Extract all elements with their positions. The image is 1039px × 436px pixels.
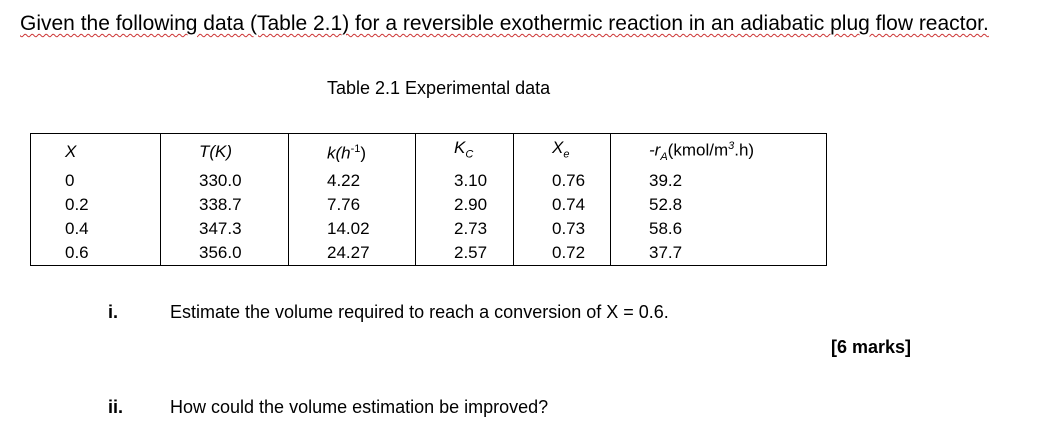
- marks: [6 marks]: [830, 337, 911, 357]
- header-cell: -rA(kmol/m3.h): [610, 133, 827, 170]
- header-cell: k(h-1): [288, 133, 416, 170]
- table-cell: 356.0: [160, 241, 289, 266]
- table-cell: 0.73: [513, 217, 611, 242]
- question-text: How could the volume estimation be impro…: [170, 397, 549, 417]
- header-text: T(K): [199, 141, 233, 161]
- header-cell: KC: [415, 133, 514, 170]
- table-cell: 347.3: [160, 217, 289, 242]
- table-cell: 2.57: [415, 241, 514, 266]
- table-cell: 0: [30, 169, 161, 194]
- table-cell: 3.10: [415, 169, 514, 194]
- data-table: X T(K) k(h-1) KC Xe -rA(kmol/m3.h) 0 330.0 4.22 3…: [30, 133, 827, 267]
- table-cell: 58.6: [610, 217, 827, 242]
- header-text: k(h: [327, 143, 351, 163]
- header-text: ): [360, 143, 367, 163]
- table-cell: 14.02: [288, 217, 416, 242]
- table-cell: 0.6: [30, 241, 161, 266]
- table-cell: 0.76: [513, 169, 611, 194]
- header-text: e: [563, 148, 570, 161]
- header-text: .h): [734, 140, 755, 160]
- header-text: -r: [649, 140, 661, 160]
- header-text: K: [454, 138, 466, 158]
- table-cell: 4.22: [288, 169, 416, 194]
- header-cell: T(K): [160, 133, 289, 170]
- question-number: ii.: [108, 397, 124, 417]
- table-row: 0 330.0 4.22 3.10 0.76 39.2: [30, 169, 827, 194]
- header-cell: Xe: [513, 133, 611, 170]
- header-text: -1: [350, 143, 361, 156]
- intro-text: Given the following data (Table 2.1) for…: [20, 12, 989, 35]
- table-cell: 37.7: [610, 241, 827, 266]
- table-cell: 7.76: [288, 193, 416, 218]
- header-text: A: [660, 151, 668, 164]
- header-row: X T(K) k(h-1) KC Xe -rA(kmol/m3.h): [30, 133, 827, 170]
- table-cell: 24.27: [288, 241, 416, 266]
- table-cell: 0.4: [30, 217, 161, 242]
- table-cell: 0.74: [513, 193, 611, 218]
- table-cell: 0.2: [30, 193, 161, 218]
- question-number: i.: [108, 302, 119, 322]
- table-row: 0.4 347.3 14.02 2.73 0.73 58.6: [30, 217, 827, 242]
- table-row: 0.2 338.7 7.76 2.90 0.74 52.8: [30, 193, 827, 218]
- table-cell: 0.72: [513, 241, 611, 266]
- header-text: C: [465, 148, 474, 161]
- header-text: 3: [728, 140, 735, 152]
- table-cell: 52.8: [610, 193, 827, 218]
- table-cell: 2.73: [415, 217, 514, 242]
- header-text: (kmol/m: [667, 140, 729, 160]
- header-text: X: [65, 141, 77, 161]
- table-row: 0.6 356.0 24.27 2.57 0.72 37.7: [30, 241, 827, 266]
- question-text: Estimate the volume required to reach a …: [170, 302, 669, 322]
- header-cell: X: [30, 133, 161, 170]
- table-caption: Table 2.1 Experimental data: [327, 78, 551, 98]
- table-cell: 39.2: [610, 169, 827, 194]
- table-cell: 2.90: [415, 193, 514, 218]
- table-cell: 338.7: [160, 193, 289, 218]
- header-text: X: [552, 138, 564, 158]
- table-cell: 330.0: [160, 169, 289, 194]
